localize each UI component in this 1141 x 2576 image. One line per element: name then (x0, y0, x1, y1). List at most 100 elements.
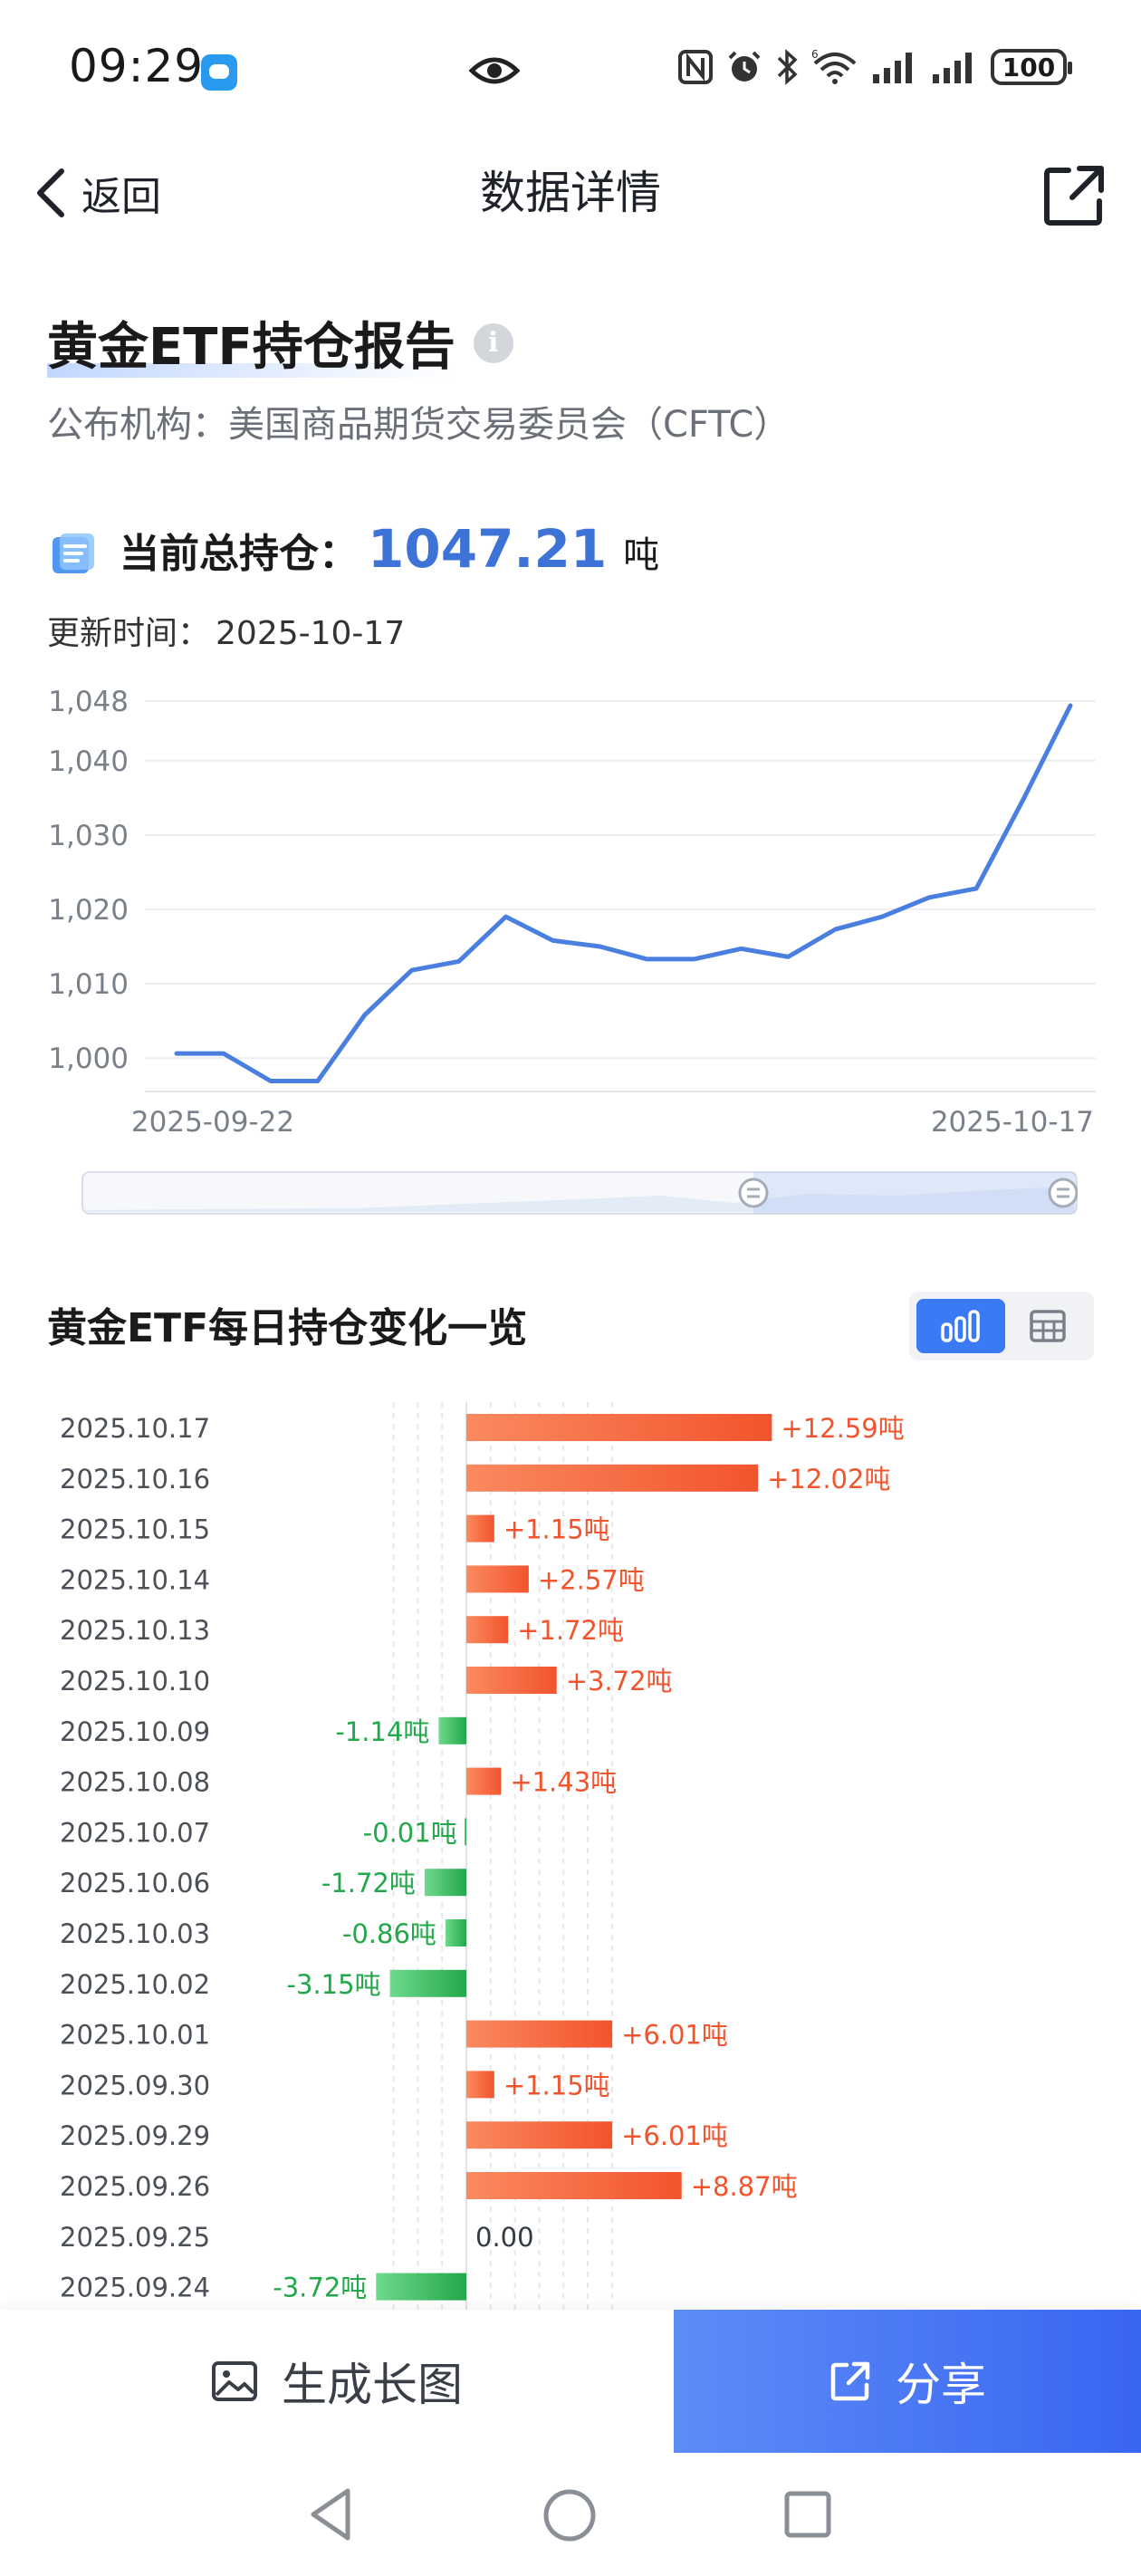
value-label: -1.72吨 (321, 1868, 416, 1898)
category-label: 2025.10.09 (60, 1716, 210, 1747)
report-header: 黄金ETF持仓报告 i (47, 306, 513, 380)
back-button[interactable]: 返回 (33, 161, 161, 225)
value-label: -1.14吨 (335, 1716, 429, 1747)
range-handle-end[interactable] (1048, 1177, 1078, 1208)
bar (445, 1919, 466, 1946)
bar (466, 2172, 682, 2199)
bar (424, 1869, 466, 1897)
table-view-button[interactable] (1007, 1299, 1088, 1353)
value-label: +8.87吨 (691, 2171, 798, 2202)
value-label: +1.72吨 (517, 1615, 624, 1646)
series-line (174, 703, 1073, 1083)
signal-icon (933, 53, 972, 83)
category-label: 2025.09.26 (60, 2171, 210, 2202)
category-label: 2025.10.08 (60, 1767, 210, 1798)
data-point (880, 915, 885, 919)
info-icon[interactable]: i (473, 322, 513, 363)
data-point (175, 1052, 178, 1056)
holding-label: 当前总持仓： (120, 531, 359, 577)
alarm-icon (728, 51, 761, 82)
signal-icon (873, 53, 912, 83)
value-label: -3.15吨 (287, 1969, 381, 2000)
message-icon (201, 54, 237, 91)
report-title: 黄金ETF持仓报告 (47, 306, 455, 380)
y-tick-label: 1,020 (48, 894, 129, 927)
value-label: +6.01吨 (621, 2020, 728, 2051)
battery-indicator: 100 (991, 49, 1072, 85)
daily-change-bar-chart: 2025.10.17 +12.59吨 2025.10.16 +12.02吨 2025.1… (60, 1402, 905, 2310)
value-label: -3.72吨 (273, 2273, 367, 2303)
data-point (598, 944, 602, 948)
holding-line-chart: 1,000 1,010 1,020 1,030 1,040 1,048 2025-09-22… (48, 686, 1096, 1139)
y-tick-label: 1,010 (48, 968, 129, 1001)
category-label: 2025.10.03 (60, 1918, 210, 1949)
bar (466, 1514, 494, 1543)
data-point (315, 1079, 320, 1083)
category-label: 2025.09.30 (60, 2070, 210, 2100)
data-point (268, 1079, 273, 1083)
page-title: 数据详情 (480, 167, 661, 219)
total-holding: 当前总持仓： 1047.21 吨 (51, 518, 659, 591)
bar (376, 2273, 466, 2301)
bluetooth-icon (777, 49, 798, 85)
data-point (362, 1013, 367, 1017)
value-label: +6.01吨 (621, 2120, 728, 2151)
eye-icon (469, 57, 520, 84)
value-label: +3.72吨 (566, 1666, 673, 1697)
recents-square-icon[interactable] (782, 2489, 833, 2540)
data-point (456, 959, 461, 964)
data-point (1021, 797, 1026, 802)
value-label: -0.01吨 (363, 1817, 457, 1848)
status-icons: 6 100 (677, 49, 1072, 85)
value-label: +1.15吨 (503, 1514, 610, 1545)
data-point (551, 938, 555, 943)
y-tick-label: 1,030 (48, 820, 129, 852)
category-label: 2025.10.14 (60, 1564, 210, 1595)
y-tick-label: 1,048 (48, 686, 129, 718)
update-time: 更新时间： 2025-10-17 (47, 607, 410, 654)
external-link-icon[interactable] (1040, 161, 1108, 230)
category-label: 2025.10.17 (60, 1413, 210, 1444)
bar (466, 1616, 509, 1644)
value-label: 0.00 (475, 2222, 534, 2253)
holding-value: 1047.21 (368, 518, 608, 580)
share-icon (830, 2361, 870, 2401)
report-icon (53, 533, 94, 573)
nfc-icon (678, 50, 713, 84)
wifi-icon: 6 (811, 49, 857, 84)
range-slider[interactable] (82, 1168, 1078, 1219)
category-label: 2025.10.10 (60, 1666, 210, 1697)
value-label: +1.43吨 (510, 1767, 617, 1798)
back-label: 返回 (82, 174, 161, 220)
share-button[interactable]: 分享 (674, 2310, 1141, 2453)
data-point (927, 895, 932, 899)
generate-long-image-button[interactable]: 生成长图 (0, 2310, 674, 2453)
bar (466, 1464, 759, 1492)
data-point (692, 956, 696, 961)
data-point (974, 886, 979, 890)
range-handle-start[interactable] (738, 1177, 769, 1208)
x-tick-label: 2025-10-17 (931, 1106, 1094, 1139)
back-triangle-icon[interactable] (304, 2485, 359, 2543)
bar (465, 1818, 466, 1846)
system-nav-bar (0, 2453, 1141, 2576)
bar (466, 1565, 529, 1593)
value-label: +2.57吨 (538, 1564, 645, 1595)
bar (466, 1767, 502, 1795)
category-label: 2025.10.02 (60, 1969, 210, 2000)
y-tick-label: 1,000 (48, 1043, 129, 1075)
data-point (1069, 704, 1072, 708)
category-label: 2025.09.25 (60, 2222, 210, 2253)
data-point (739, 947, 743, 951)
publisher-line: 公布机构：美国商品期货交易委员会（CFTC） (47, 395, 790, 447)
value-label: +12.59吨 (781, 1413, 904, 1444)
bar-view-button[interactable] (916, 1299, 1005, 1353)
holding-unit: 吨 (623, 534, 660, 576)
home-circle-icon[interactable] (542, 2487, 598, 2543)
category-label: 2025.10.01 (60, 2020, 210, 2051)
value-label: -0.86吨 (342, 1918, 436, 1949)
value-label: +1.15吨 (503, 2070, 610, 2100)
category-label: 2025.10.07 (60, 1817, 210, 1848)
update-time-label: 更新时间： (47, 615, 211, 652)
category-label: 2025.10.16 (60, 1464, 210, 1495)
